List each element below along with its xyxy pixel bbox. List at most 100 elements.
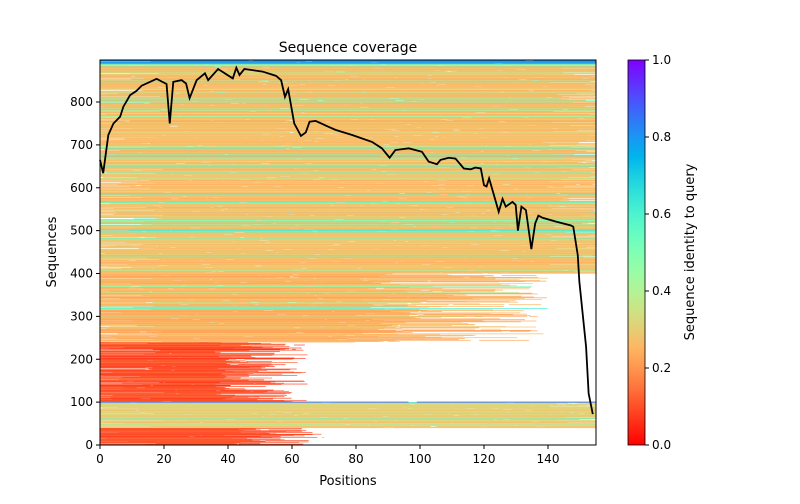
- heatmap-segment: [100, 346, 132, 348]
- heatmap-segment: [579, 184, 593, 186]
- heatmap-segment: [178, 272, 340, 274]
- heatmap-segment: [251, 291, 349, 293]
- heatmap-segment: [363, 174, 407, 176]
- heatmap-segment: [483, 214, 539, 216]
- heatmap-segment: [100, 223, 154, 225]
- heatmap-segment: [517, 258, 596, 260]
- heatmap-segment: [263, 303, 323, 304]
- heatmap-segment: [233, 382, 264, 384]
- heatmap-segment: [382, 231, 444, 233]
- heatmap-segment: [360, 223, 398, 225]
- heatmap-segment: [146, 393, 291, 394]
- heatmap-segment: [242, 287, 446, 288]
- heatmap-segment: [400, 202, 478, 204]
- heatmap-segment: [388, 232, 539, 234]
- heatmap-segment: [100, 401, 132, 402]
- heatmap-segment: [262, 97, 322, 98]
- heatmap-segment: [171, 403, 199, 405]
- heatmap-segment: [332, 253, 421, 255]
- heatmap-segment: [218, 71, 325, 72]
- heatmap-segment: [193, 201, 383, 203]
- heatmap-segment: [100, 345, 241, 346]
- heatmap-segment: [471, 117, 596, 119]
- heatmap-segment: [405, 234, 565, 236]
- heatmap-segment: [447, 159, 596, 161]
- heatmap-segment: [591, 177, 596, 179]
- heatmap-segment: [100, 87, 128, 88]
- heatmap-segment: [409, 220, 499, 222]
- heatmap-segment: [154, 325, 327, 327]
- heatmap-segment: [271, 109, 479, 111]
- heatmap-segment: [536, 165, 596, 167]
- heatmap-segment: [437, 310, 471, 312]
- heatmap-segment: [512, 409, 596, 411]
- heatmap-segment: [340, 414, 366, 416]
- heatmap-segment: [479, 411, 534, 413]
- heatmap-segment: [100, 148, 229, 150]
- heatmap-segment: [357, 119, 442, 120]
- heatmap-segment: [484, 116, 596, 117]
- heatmap-segment: [490, 99, 553, 101]
- heatmap-segment: [100, 94, 141, 96]
- heatmap-segment: [299, 408, 369, 410]
- heatmap-segment: [263, 367, 266, 369]
- heatmap-segment: [432, 207, 522, 208]
- heatmap-segment: [107, 130, 177, 131]
- heatmap-segment: [555, 153, 596, 154]
- colorbar: [627, 59, 646, 446]
- heatmap-segment: [592, 86, 596, 87]
- heatmap-segment: [100, 257, 136, 258]
- heatmap-segment: [318, 90, 405, 91]
- heatmap-segment: [100, 176, 134, 177]
- heatmap-segment: [321, 303, 373, 305]
- heatmap-segment: [267, 143, 434, 144]
- heatmap-segment: [544, 424, 596, 426]
- heatmap-segment: [100, 438, 252, 440]
- heatmap-segment: [100, 98, 312, 100]
- heatmap-segment: [245, 261, 396, 263]
- heatmap-segment: [223, 271, 293, 273]
- heatmap-segment: [100, 293, 232, 295]
- heatmap-segment: [100, 70, 247, 72]
- heatmap-segment: [298, 147, 453, 149]
- heatmap-segment: [100, 164, 179, 166]
- heatmap-segment: [133, 320, 291, 321]
- heatmap-segment: [500, 268, 583, 270]
- heatmap-segment: [269, 66, 362, 68]
- heatmap-segment: [220, 126, 303, 128]
- heatmap-segment: [363, 205, 550, 207]
- heatmap-segment: [373, 212, 418, 213]
- heatmap-segment: [100, 72, 308, 73]
- heatmap-segment: [306, 307, 353, 309]
- colorbar-tick-label: 0.8: [652, 130, 671, 144]
- heatmap-segment: [366, 289, 438, 291]
- heatmap-segment: [504, 92, 596, 94]
- heatmap-segment: [100, 210, 150, 212]
- heatmap-segment: [154, 310, 191, 312]
- heatmap-segment: [582, 138, 596, 139]
- heatmap-segment: [273, 309, 426, 311]
- heatmap-segment: [529, 315, 538, 317]
- heatmap-segment: [490, 129, 561, 131]
- heatmap-segment: [300, 249, 490, 250]
- heatmap-segment: [174, 84, 275, 86]
- heatmap-segment: [100, 375, 250, 377]
- heatmap-segment: [341, 280, 393, 282]
- heatmap-segment: [157, 333, 196, 335]
- heatmap-segment: [318, 422, 496, 423]
- heatmap-segment: [253, 111, 444, 113]
- heatmap-segment: [100, 355, 126, 357]
- heatmap-segment: [181, 372, 254, 374]
- heatmap-segment: [169, 89, 229, 91]
- heatmap-segment: [291, 114, 410, 115]
- heatmap-segment: [361, 66, 442, 68]
- heatmap-segment: [100, 383, 215, 385]
- heatmap-segment: [510, 211, 568, 213]
- heatmap-segment: [505, 72, 564, 74]
- heatmap-segment: [155, 218, 235, 219]
- heatmap-segment: [359, 134, 558, 136]
- heatmap-segment: [423, 314, 514, 315]
- heatmap-segment: [529, 130, 578, 131]
- heatmap-segment: [516, 177, 566, 179]
- heatmap-segment: [565, 171, 596, 172]
